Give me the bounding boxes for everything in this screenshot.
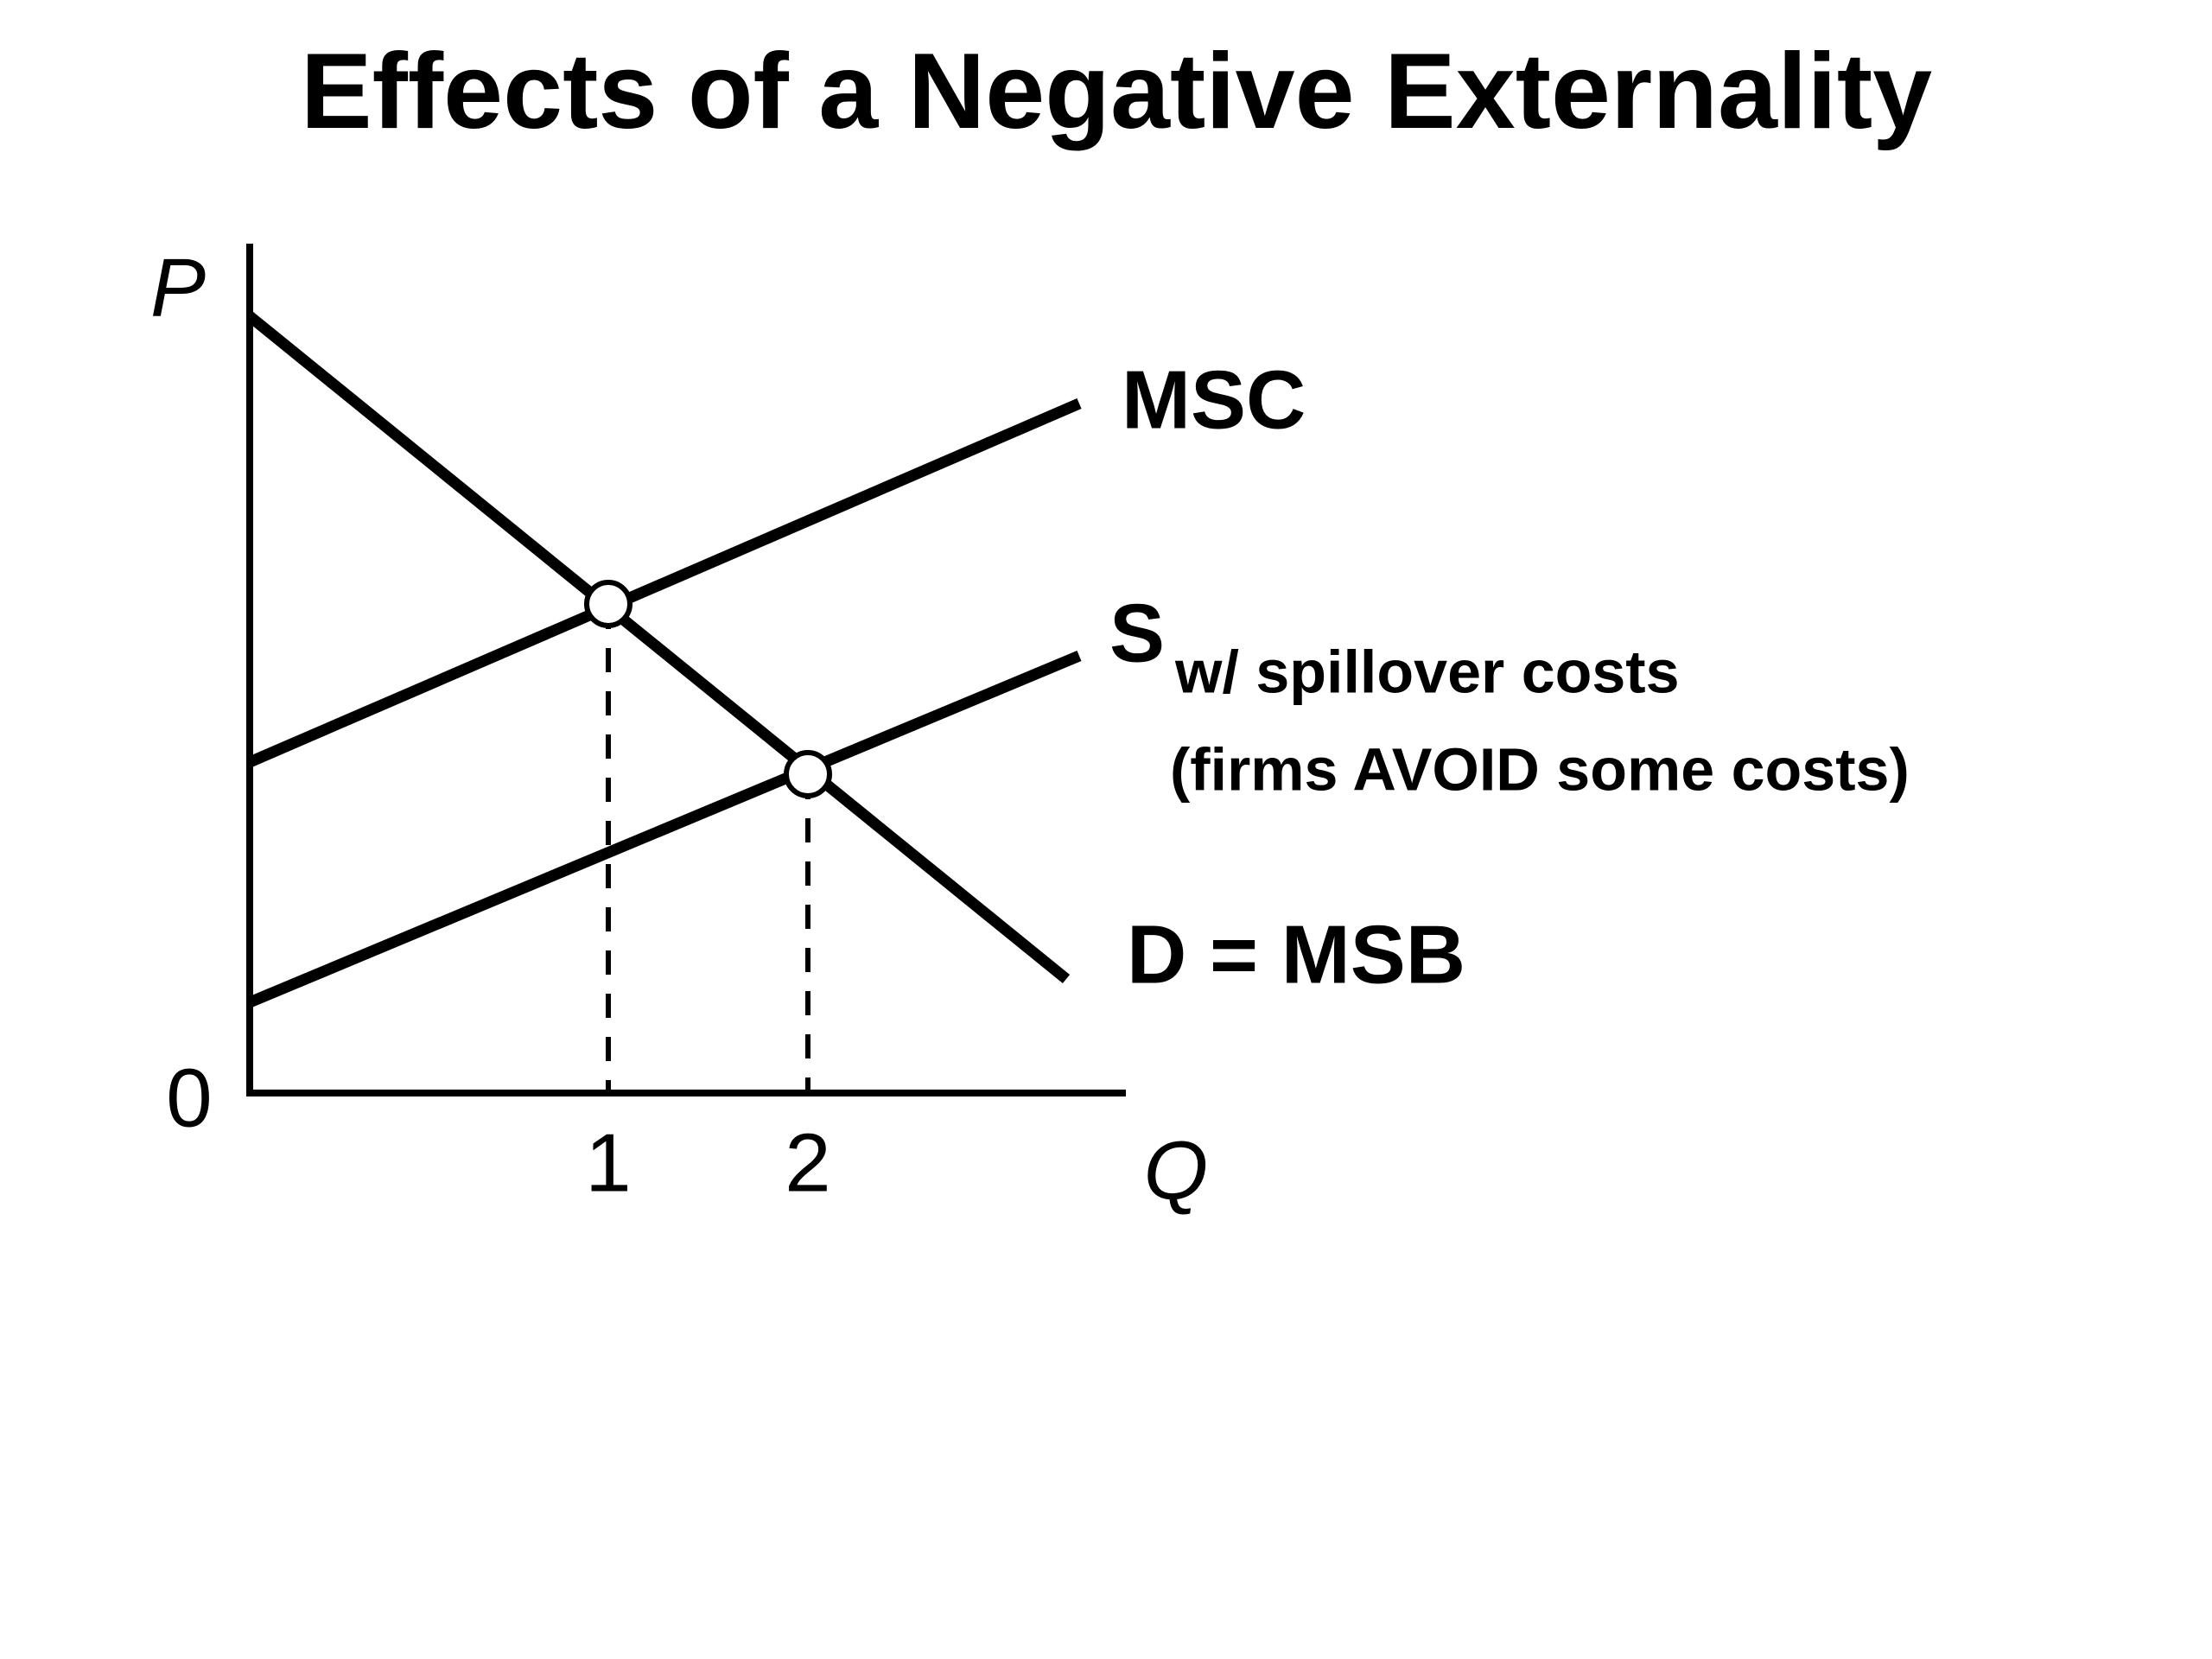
x-tick-label: 1 bbox=[585, 1116, 631, 1209]
msc-curve bbox=[247, 398, 1082, 767]
x-tick-label: 2 bbox=[785, 1116, 830, 1209]
supply-subscript: w/ spillover costs bbox=[1174, 638, 1680, 705]
demand-label: D = MSB bbox=[1127, 908, 1465, 1001]
origin-label: 0 bbox=[166, 1052, 212, 1144]
equilibrium-point bbox=[784, 750, 832, 798]
msc-label: MSC bbox=[1122, 353, 1306, 446]
y-axis-label: P bbox=[150, 241, 206, 334]
supply-note: (firms AVOID some costs) bbox=[1170, 735, 1910, 803]
equilibrium-point bbox=[584, 580, 632, 628]
title: Effects of a Negative Externality bbox=[301, 32, 1932, 151]
demand-curve bbox=[245, 311, 1071, 984]
supply-symbol: S bbox=[1109, 587, 1165, 679]
x-axis-label: Q bbox=[1144, 1124, 1209, 1217]
supply-curve bbox=[247, 651, 1082, 1007]
